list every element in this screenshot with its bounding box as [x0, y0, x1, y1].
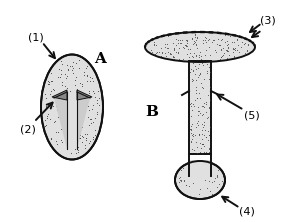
Polygon shape [52, 90, 67, 100]
FancyBboxPatch shape [189, 61, 211, 154]
Ellipse shape [152, 40, 182, 58]
Ellipse shape [218, 40, 248, 58]
Ellipse shape [175, 161, 225, 199]
Text: (5): (5) [244, 111, 260, 121]
FancyBboxPatch shape [189, 160, 211, 179]
Polygon shape [77, 92, 90, 149]
Text: (4): (4) [239, 207, 255, 217]
Ellipse shape [41, 54, 103, 159]
Text: (1): (1) [28, 32, 44, 42]
FancyBboxPatch shape [67, 92, 77, 149]
Polygon shape [54, 92, 67, 149]
Text: B: B [146, 105, 159, 119]
Ellipse shape [145, 32, 255, 62]
Text: (2): (2) [20, 124, 36, 134]
Text: A: A [94, 52, 106, 66]
Polygon shape [77, 90, 92, 100]
Text: (3): (3) [260, 16, 276, 26]
